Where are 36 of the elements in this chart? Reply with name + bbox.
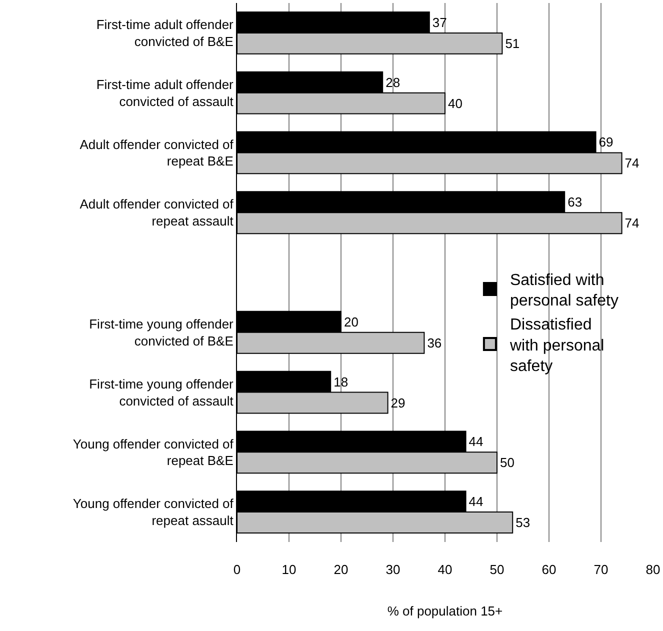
x-tick-label: 20 bbox=[334, 562, 348, 577]
data-label: 44 bbox=[468, 494, 484, 510]
data-label: 29 bbox=[390, 395, 406, 410]
data-label: 36 bbox=[427, 335, 442, 350]
y-tick-label: Young offender convicted of repeat B&E bbox=[72, 436, 234, 468]
data-label: 50 bbox=[500, 455, 514, 470]
data-label: 28 bbox=[386, 74, 400, 90]
data-label: 74 bbox=[624, 156, 640, 171]
y-tick-label: First-time young offender convicted of B&E bbox=[89, 316, 234, 348]
data-label: 51 bbox=[505, 36, 520, 51]
x-tick-label: 50 bbox=[490, 562, 504, 577]
data-label: 63 bbox=[568, 194, 582, 210]
y-tick-label: First-time young offender convicted of assault bbox=[89, 376, 234, 408]
y-tick-label: Adult offender convicted of repeat B&E bbox=[80, 136, 234, 169]
y-tick-label: Young offender convicted of repeat assault bbox=[72, 496, 234, 528]
data-label: 44 bbox=[468, 434, 484, 450]
data-label: 18 bbox=[334, 374, 348, 390]
data-label: 37 bbox=[432, 14, 447, 30]
x-tick-label: 60 bbox=[542, 562, 556, 577]
data-label: 20 bbox=[344, 314, 358, 330]
x-axis-title: % of population 15+ bbox=[387, 604, 503, 619]
legend-label: Satisfied with personal safety bbox=[510, 272, 618, 310]
x-tick-label: 30 bbox=[386, 562, 400, 577]
data-label: 69 bbox=[598, 134, 614, 150]
x-tick-label: 0 bbox=[233, 562, 241, 577]
x-tick-label: 80 bbox=[646, 562, 660, 577]
y-tick-label: First-time adult offender convicted of assault bbox=[96, 76, 234, 109]
y-tick-label: First-time adult offender convicted of B&E bbox=[96, 17, 234, 49]
x-tick-label: 40 bbox=[438, 562, 452, 577]
data-label: 53 bbox=[516, 515, 530, 530]
data-label: 40 bbox=[448, 96, 462, 111]
y-tick-label: Adult offender convicted of repeat assault bbox=[80, 196, 234, 229]
x-tick-label: 10 bbox=[282, 562, 296, 577]
legend-label: Dissatisfied with personal safety bbox=[508, 316, 604, 376]
x-tick-label: 70 bbox=[594, 562, 608, 577]
data-label: 74 bbox=[624, 216, 640, 231]
